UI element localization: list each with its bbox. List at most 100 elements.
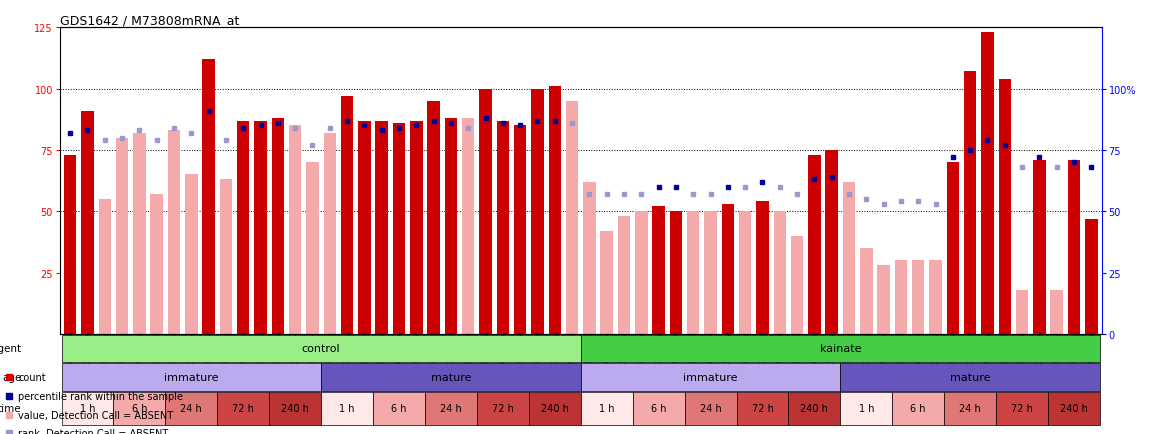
Bar — [480, 89, 492, 334]
Text: 24 h: 24 h — [181, 403, 202, 413]
Bar — [757, 202, 768, 334]
Bar — [841, 392, 892, 424]
Bar — [373, 392, 426, 424]
Text: 6 h: 6 h — [391, 403, 407, 413]
Text: kainate: kainate — [820, 343, 861, 353]
Bar — [64, 155, 76, 334]
Bar — [895, 261, 907, 334]
Bar — [1015, 290, 1028, 334]
Text: value, Detection Call = ABSENT: value, Detection Call = ABSENT — [18, 410, 174, 420]
Bar — [912, 261, 925, 334]
Bar — [393, 124, 405, 334]
Bar — [411, 121, 422, 334]
Bar — [462, 119, 475, 334]
Text: 240 h: 240 h — [800, 403, 828, 413]
Bar — [892, 392, 944, 424]
Text: mature: mature — [431, 372, 472, 382]
Bar — [841, 363, 1099, 391]
Text: 6 h: 6 h — [911, 403, 926, 413]
Bar — [254, 121, 267, 334]
Text: 72 h: 72 h — [752, 403, 774, 413]
Bar — [549, 87, 561, 334]
Bar — [271, 119, 284, 334]
Text: 1 h: 1 h — [859, 403, 874, 413]
Bar — [376, 121, 388, 334]
Bar — [843, 182, 856, 334]
Bar — [340, 97, 353, 334]
Bar — [99, 200, 112, 334]
Bar — [1050, 290, 1063, 334]
Bar — [114, 392, 166, 424]
Bar — [531, 89, 544, 334]
Bar — [220, 180, 232, 334]
Bar — [722, 204, 734, 334]
Text: agent: agent — [0, 343, 22, 353]
Bar — [82, 112, 93, 334]
Bar — [877, 266, 890, 334]
Bar — [202, 60, 215, 334]
Bar — [477, 392, 529, 424]
Bar — [791, 236, 804, 334]
Bar — [566, 102, 578, 334]
Bar — [929, 261, 942, 334]
Bar — [321, 392, 373, 424]
Bar — [996, 392, 1048, 424]
Text: 24 h: 24 h — [699, 403, 721, 413]
Text: rank, Detection Call = ABSENT: rank, Detection Call = ABSENT — [18, 428, 168, 434]
Bar — [323, 134, 336, 334]
Text: 72 h: 72 h — [492, 403, 514, 413]
Bar — [581, 392, 632, 424]
Text: 240 h: 240 h — [282, 403, 309, 413]
Bar — [583, 182, 596, 334]
Text: count: count — [18, 372, 46, 382]
Text: 24 h: 24 h — [959, 403, 981, 413]
Bar — [62, 392, 114, 424]
Text: 240 h: 240 h — [1060, 403, 1088, 413]
Bar — [860, 249, 873, 334]
Bar — [269, 392, 321, 424]
Bar — [1048, 392, 1099, 424]
Text: 240 h: 240 h — [540, 403, 569, 413]
Bar — [826, 151, 838, 334]
Bar — [428, 102, 439, 334]
Bar — [632, 392, 684, 424]
Bar — [944, 392, 996, 424]
Bar — [166, 392, 217, 424]
Bar — [789, 392, 841, 424]
Text: 6 h: 6 h — [131, 403, 147, 413]
Bar — [289, 126, 301, 334]
Bar — [981, 33, 994, 334]
Bar — [652, 207, 665, 334]
Bar — [151, 195, 163, 334]
Bar — [237, 121, 250, 334]
Bar — [116, 138, 129, 334]
Bar — [321, 363, 581, 391]
Text: percentile rank within the sample: percentile rank within the sample — [18, 391, 183, 401]
Bar — [133, 134, 146, 334]
Bar — [635, 212, 647, 334]
Bar — [684, 392, 736, 424]
Text: 1 h: 1 h — [79, 403, 95, 413]
Bar — [529, 392, 581, 424]
Bar — [808, 155, 821, 334]
Text: 72 h: 72 h — [1011, 403, 1033, 413]
Bar — [687, 212, 699, 334]
Bar — [426, 392, 477, 424]
Text: 1 h: 1 h — [339, 403, 355, 413]
Bar — [946, 163, 959, 334]
Text: time: time — [0, 403, 22, 413]
Bar — [736, 392, 789, 424]
Bar — [964, 72, 976, 334]
Bar — [358, 121, 370, 334]
Bar — [998, 79, 1011, 334]
Bar — [514, 126, 527, 334]
Bar — [669, 212, 682, 334]
Bar — [600, 231, 613, 334]
Text: immature: immature — [164, 372, 218, 382]
Bar — [445, 119, 458, 334]
Bar — [704, 212, 716, 334]
Bar — [497, 121, 509, 334]
Text: 6 h: 6 h — [651, 403, 666, 413]
Text: mature: mature — [950, 372, 990, 382]
Bar — [739, 212, 751, 334]
